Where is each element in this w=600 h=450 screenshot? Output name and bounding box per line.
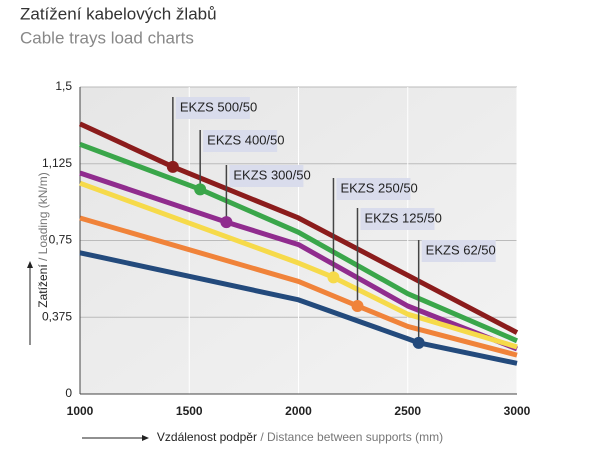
series-label: EKZS 400/50 — [207, 132, 284, 147]
y-tick-label: 1,125 — [42, 156, 72, 170]
chart-title: Zatížení kabelových žlabů — [20, 4, 217, 23]
x-tick-label: 1500 — [176, 404, 203, 418]
x-arrow-head — [142, 435, 149, 441]
label-box — [336, 178, 411, 200]
marker — [166, 160, 179, 173]
marker — [351, 299, 364, 312]
series-line — [78, 121, 519, 335]
x-tick-label: 2000 — [285, 404, 312, 418]
label-box — [175, 97, 250, 119]
y-tick-label: 0,75 — [49, 233, 73, 247]
x-tick-label: 2500 — [394, 404, 421, 418]
y-tick-label: 1,5 — [55, 79, 72, 93]
marker — [194, 183, 207, 196]
marker — [412, 336, 425, 349]
label-box — [203, 130, 278, 152]
y-tick-label: 0,375 — [42, 309, 72, 323]
x-axis-label: Vzdálenost podpěr / Distance between sup… — [157, 430, 443, 444]
x-tick-label: 3000 — [504, 404, 531, 418]
x-tick-label: 1000 — [67, 404, 94, 418]
series-line — [79, 170, 518, 352]
y-tick-label: 0 — [65, 386, 72, 400]
series-line — [79, 250, 518, 366]
series-label: EKZS 300/50 — [233, 167, 310, 182]
series-label: EKZS 500/50 — [180, 99, 257, 114]
marker — [327, 271, 340, 284]
marker — [220, 216, 233, 229]
series-line — [79, 141, 518, 344]
series-label: EKZS 62/50 — [426, 242, 496, 257]
label-box — [360, 208, 435, 230]
label-box — [229, 165, 304, 187]
series-label: EKZS 125/50 — [364, 210, 441, 225]
y-axis-label: Zatížení / Loading (kN/m) — [36, 172, 50, 307]
y-arrow-head — [27, 261, 33, 268]
series-label: EKZS 250/50 — [340, 180, 417, 195]
label-box — [421, 240, 496, 262]
chart-subtitle: Cable trays load charts — [20, 28, 194, 47]
